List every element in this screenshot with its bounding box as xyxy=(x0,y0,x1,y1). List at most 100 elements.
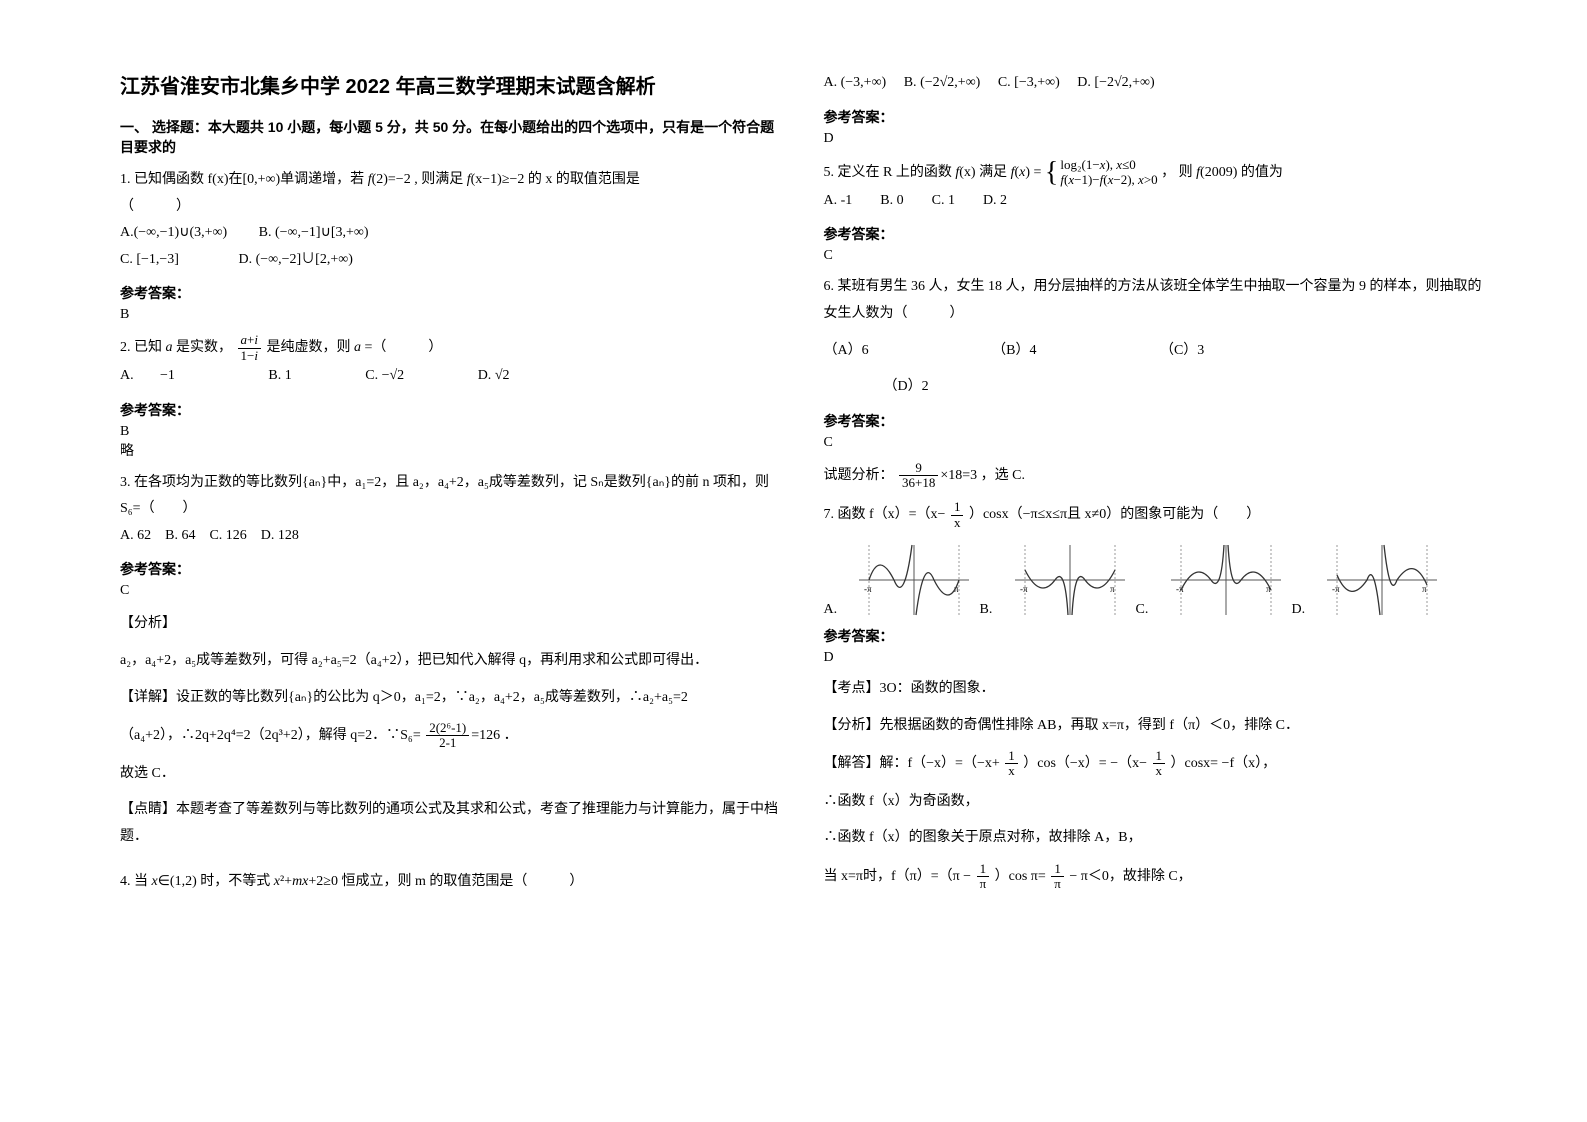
q4-answer: D xyxy=(824,131,1488,147)
q7-graph-d-label: D. xyxy=(1292,602,1316,620)
q3-xiangjie: 【详解】设正数的等比数列{aₙ}的公比为 q＞0，a₁=2，∵a₂，a₄+2，a… xyxy=(120,685,784,712)
right-column: A. (−3,+∞) B. (−2√2,+∞) C. [−3,+∞) D. [−… xyxy=(804,60,1508,1102)
q6-an-b: ，选 C. xyxy=(981,468,1025,483)
q5-stem-b: 满足 xyxy=(979,164,1007,179)
q3-fenxi-body: a₂，a₄+2，a₅成等差数列，可得 a₂+a₅=2（a₄+2），把已知代入解得… xyxy=(120,648,784,675)
q7-graph-a-label: A. xyxy=(824,602,848,620)
q5-stem-d: 的值为 xyxy=(1241,164,1283,179)
q1-answer: B xyxy=(120,307,784,323)
q7-jieda2: ∴函数 f（x）为奇函数， xyxy=(824,789,1488,816)
q2-stem-b: 是实数， xyxy=(176,340,232,355)
q3-xj1: 【详解】设正数的等比数列{aₙ}的公比为 q＞0，a₁=2，∵a₂，a₄+2，a… xyxy=(120,690,688,705)
question-3: 3. 在各项均为正数的等比数列{aₙ}中，a₁=2，且 a₂，a₄+2，a₅成等… xyxy=(120,470,784,550)
q1-stem-a: 1. 已知偶函数 f(x)在[0,+∞)单调递增，若 xyxy=(120,172,364,187)
question-5: 5. 定义在 R 上的函数 f(x) 满足 f(x) = { log₂(1−x)… xyxy=(824,157,1488,215)
q6-optD: （D）2 xyxy=(884,379,929,394)
q6-opts-row2: （D）2 xyxy=(824,374,1488,401)
q4-optA: A. (−3,+∞) xyxy=(824,75,887,90)
q4-optD: D. xyxy=(1077,75,1091,90)
q7-jieda: 【解答】解：f（−x）=（−x+ 1x ）cos（−x）= −（x− 1x ）c… xyxy=(824,749,1488,779)
q7-jd-a: 【解答】解：f（−x）=（−x+ xyxy=(824,756,1000,771)
q7-jieda3: ∴函数 f（x）的图象关于原点对称，故排除 A，B， xyxy=(824,825,1488,852)
q4-stem-a: 4. 当 xyxy=(120,874,148,889)
svg-text:-π: -π xyxy=(1332,584,1340,594)
q1-optB: B. (−∞,−1]∪[3,+∞) xyxy=(259,225,369,240)
question-1: 1. 已知偶函数 f(x)在[0,+∞)单调递增，若 f(2)=−2 , 则满足… xyxy=(120,167,784,273)
q4-optB: B. xyxy=(904,75,917,90)
q7-graph-b: -π π xyxy=(1010,540,1130,620)
q7-graph-c: -π π xyxy=(1166,540,1286,620)
q7-graphs: A. -π π B. -π π C. xyxy=(824,540,1488,620)
q7-answer: D xyxy=(824,650,1488,666)
q7-jd-b: ）cos（−x）= −（x− xyxy=(1023,756,1147,771)
question-7: 7. 函数 f（x）=（x− 1x ）cosx（−π≤x≤π且 x≠0）的图象可… xyxy=(824,500,1488,530)
fenxi-tag: 【分析】 xyxy=(120,614,176,630)
svg-text:-π: -π xyxy=(864,584,872,594)
doc-title: 江苏省淮安市北集乡中学 2022 年高三数学理期末试题含解析 xyxy=(120,70,784,99)
q4-stem-c: 恒成立，则 m 的取值范围是（ ） xyxy=(341,874,583,889)
q7-graph-d: -π π xyxy=(1322,540,1442,620)
q3-guxuan: 故选 C． xyxy=(120,761,784,788)
q3-xj2b: ． xyxy=(504,728,518,743)
question-4: 4. 当 x∈(1,2) 时，不等式 x²+mx+2≥0 恒成立，则 m 的取值… xyxy=(120,869,784,896)
q6-answer: C xyxy=(824,435,1488,451)
q5-stem-a: 5. 定义在 R 上的函数 xyxy=(824,164,952,179)
left-column: 江苏省淮安市北集乡中学 2022 年高三数学理期末试题含解析 一、 选择题：本大… xyxy=(100,60,804,1102)
q2-note: 略 xyxy=(120,444,134,459)
q2-answer: B 略 xyxy=(120,424,784,460)
q7-jd4c: − π＜0，故排除 C， xyxy=(1069,869,1191,884)
q7-kaodian: 【考点】3O：函数的图象． xyxy=(824,676,1488,703)
q3-answer: C xyxy=(120,583,784,599)
q2-optD: √2 xyxy=(495,368,510,383)
q5-stem-c: ， 则 xyxy=(1161,164,1193,179)
q7-jd-c: ）cosx= −f（x）， xyxy=(1171,756,1277,771)
q2-optC: −√2 xyxy=(382,368,405,383)
q6-optB: （B）4 xyxy=(992,338,1036,365)
q2-answer-label: 参考答案： xyxy=(120,400,784,420)
q5-opts: A. -1 B. 0 C. 1 D. 2 xyxy=(824,193,1008,208)
q5-answer-label: 参考答案： xyxy=(824,224,1488,244)
q7-graph-a: -π π xyxy=(854,540,974,620)
q7-graph-b-label: B. xyxy=(980,602,1004,620)
q7-jd4b: ）cos π= xyxy=(995,869,1046,884)
svg-text:π: π xyxy=(1422,584,1427,594)
q6-opts-row1: （A）6 （B）4 （C）3 xyxy=(824,338,1488,365)
q4-answer-label: 参考答案： xyxy=(824,107,1488,127)
q7-answer-label: 参考答案： xyxy=(824,626,1488,646)
q5-answer: C xyxy=(824,248,1488,264)
question-6: 6. 某班有男生 36 人，女生 18 人，用分层抽样的方法从该班全体学生中抽取… xyxy=(824,274,1488,327)
q1-optD: D. (−∞,−2]∪[2,+∞) xyxy=(238,252,352,267)
q7-jd4a: 当 x=π时，f（π）=（π − xyxy=(824,869,972,884)
q2-optB: 1 xyxy=(285,368,292,383)
q6-analysis: 试题分析： 936+18×18=3 ，选 C. xyxy=(824,461,1488,491)
q7-graph-c-label: C. xyxy=(1136,602,1160,620)
q3-dianjing: 【点睛】本题考查了等差数列与等比数列的通项公式及其求和公式，考查了推理能力与计算… xyxy=(120,797,784,850)
q6-an-a: 试题分析： xyxy=(824,468,894,483)
q3-opts: A. 62 B. 64 C. 126 D. 128 xyxy=(120,528,299,543)
q2-stem-a: 2. 已知 xyxy=(120,340,162,355)
svg-text:-π: -π xyxy=(1020,584,1028,594)
q6-stem: 6. 某班有男生 36 人，女生 18 人，用分层抽样的方法从该班全体学生中抽取… xyxy=(824,279,1482,321)
question-2: 2. 已知 a 是实数， a+i1−i 是纯虚数，则 a =（ ） A.−1 B… xyxy=(120,333,784,389)
q2-stem-c: 是纯虚数，则 xyxy=(266,340,350,355)
q1-answer-label: 参考答案： xyxy=(120,283,784,303)
page-root: 江苏省淮安市北集乡中学 2022 年高三数学理期末试题含解析 一、 选择题：本大… xyxy=(0,0,1587,1122)
svg-text:π: π xyxy=(1110,584,1115,594)
q6-optA: （A）6 xyxy=(824,338,869,365)
q7-jieda4: 当 x=π时，f（π）=（π − 1π ）cos π= 1π − π＜0，故排除… xyxy=(824,862,1488,892)
q2-optA: −1 xyxy=(160,368,175,383)
q7-stem-b: ）cosx（−π≤x≤π且 x≠0）的图象可能为（ ） xyxy=(969,507,1260,522)
section-1-title: 一、 选择题：本大题共 10 小题，每小题 5 分，共 50 分。在每小题给出的… xyxy=(120,117,784,157)
q1-optA: A.(−∞,−1)∪(3,+∞) xyxy=(120,225,227,240)
q4-options: A. (−3,+∞) B. (−2√2,+∞) C. [−3,+∞) D. [−… xyxy=(824,70,1488,97)
q3-answer-label: 参考答案： xyxy=(120,559,784,579)
q3-xj2a: （a₄+2），∴2q+2q⁴=2（2q³+2），解得 q=2．∵S₆= xyxy=(120,728,421,743)
q4-stem-b: 时，不等式 xyxy=(200,874,270,889)
q7-stem-a: 7. 函数 f（x）=（x− xyxy=(824,507,946,522)
q1-optC: C. [−1,−3] xyxy=(120,252,179,267)
q3-xiangjie2: （a₄+2），∴2q+2q⁴=2（2q³+2），解得 q=2．∵S₆= 2(2⁶… xyxy=(120,721,784,751)
q3-stem: 3. 在各项均为正数的等比数列{aₙ}中，a₁=2，且 a₂，a₄+2，a₅成等… xyxy=(120,475,769,517)
q2-ans-letter: B xyxy=(120,424,129,439)
q6-optC: （C）3 xyxy=(1160,338,1204,365)
q3-fenxi-label: 【分析】 xyxy=(120,609,784,638)
